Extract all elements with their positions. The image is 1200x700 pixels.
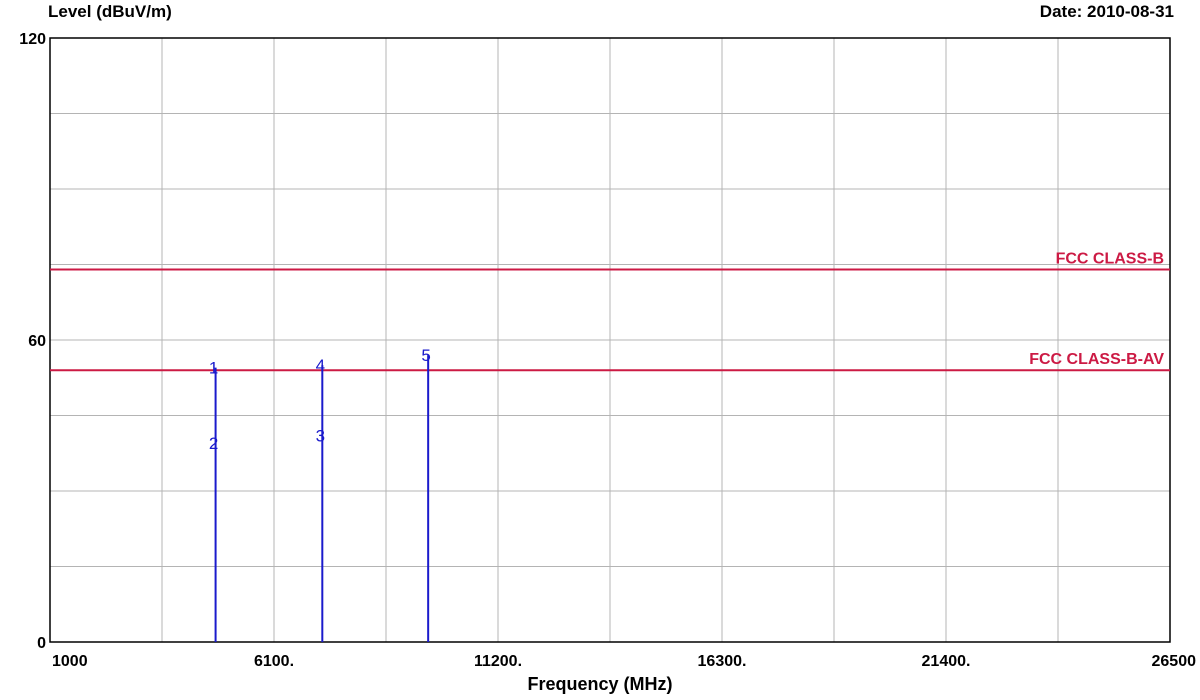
y-tick-label: 60 (28, 333, 46, 350)
x-tick-label: 6100. (254, 653, 294, 670)
x-axis-label: Frequency (MHz) (527, 674, 673, 694)
marker-label: 1 (209, 359, 218, 378)
date-label: Date: 2010-08-31 (1039, 2, 1174, 21)
y-tick-label: 0 (37, 635, 46, 652)
plot-border (49, 37, 1171, 643)
x-tick-label: 16300. (698, 653, 747, 670)
marker-label: 2 (209, 434, 218, 453)
y-tick-label: 120 (19, 31, 46, 48)
x-tick-label: 11200. (474, 653, 522, 670)
x-tick-label: 21400. (922, 653, 971, 670)
marker-label: 4 (316, 356, 325, 375)
limit-line-label: FCC CLASS-B (1056, 251, 1164, 268)
limit-line-label: FCC CLASS-B-AV (1029, 351, 1164, 368)
y-axis-label: Level (dBuV/m) (48, 2, 172, 21)
marker-label: 3 (316, 427, 325, 446)
x-tick-label: 1000 (52, 653, 88, 670)
x-tick-label: 26500 (1152, 653, 1197, 670)
marker-label: 5 (421, 346, 430, 365)
